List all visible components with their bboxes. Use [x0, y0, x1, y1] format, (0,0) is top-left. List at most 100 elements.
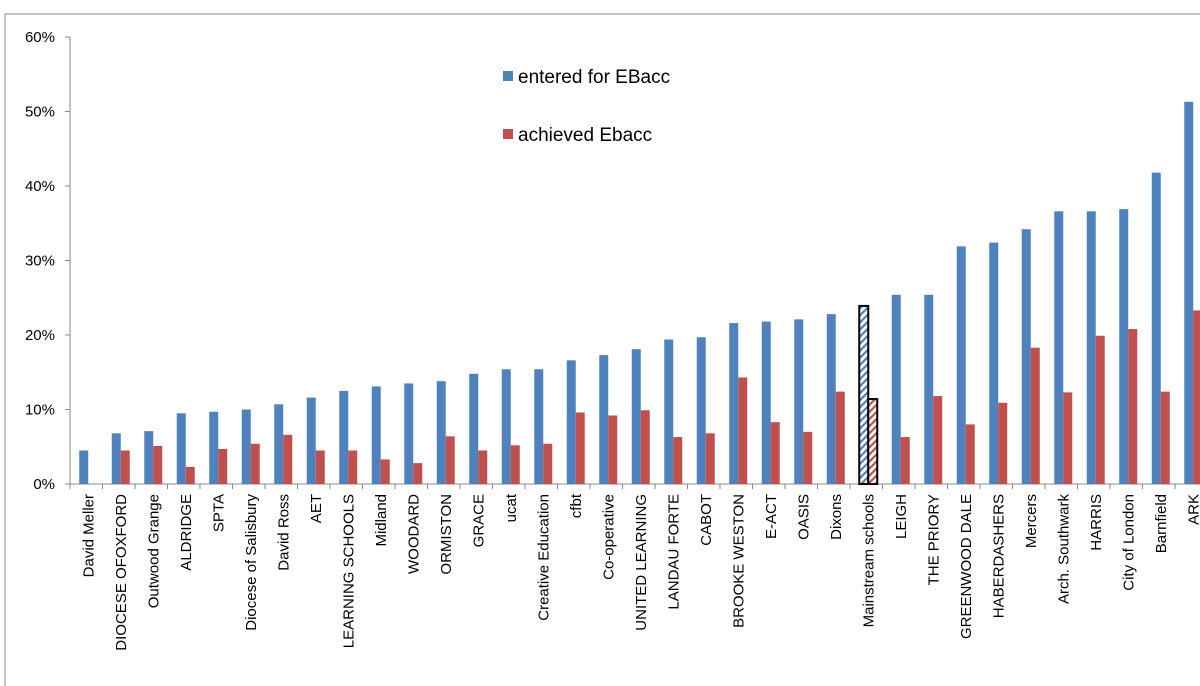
- bar: [599, 355, 609, 484]
- bar: [1030, 347, 1040, 484]
- x-tick-label: Outwood Grange: [145, 494, 162, 608]
- bar: [339, 390, 349, 484]
- legend-label: achieved Ebacc: [518, 125, 652, 146]
- x-tick-label: City of London: [1120, 494, 1137, 591]
- bar: [241, 409, 251, 484]
- bar: [501, 369, 511, 484]
- legend-swatch: [503, 71, 513, 81]
- bar: [924, 294, 934, 484]
- bar: [608, 415, 618, 484]
- x-tick-label: SPTA: [210, 494, 227, 532]
- bar: [858, 304, 870, 485]
- x-tick-label: ARK: [1185, 494, 1200, 525]
- bar: [1184, 101, 1194, 484]
- bar: [1086, 211, 1096, 484]
- bar: [209, 411, 219, 484]
- x-tick-label: LANDAU FORTE: [665, 494, 682, 610]
- x-tick-label: HARRIS: [1088, 494, 1105, 551]
- x-tick-label: David Meller: [80, 494, 97, 577]
- bar: [631, 349, 641, 484]
- bar: [315, 450, 325, 484]
- bar: [176, 413, 186, 484]
- x-tick-label: DIOCESE OFOXFORD: [113, 494, 130, 651]
- x-tick-label: Dixons: [828, 494, 845, 540]
- legend-label: entered for EBacc: [518, 67, 670, 88]
- x-tick-label: Creative Education: [535, 494, 552, 621]
- bar: [306, 397, 316, 484]
- bar: [770, 422, 780, 484]
- y-tick-label: 40%: [25, 178, 55, 195]
- bar: [1054, 211, 1064, 484]
- y-tick-label: 0%: [33, 476, 55, 493]
- bar: [274, 404, 284, 484]
- bar: [1095, 335, 1105, 484]
- x-tick-label: Diocese of Salisbury: [243, 494, 260, 631]
- x-tick-label: GRACE: [470, 494, 487, 547]
- bar: [79, 450, 89, 484]
- x-tick-label: ucat: [503, 493, 520, 522]
- bar: [956, 246, 966, 484]
- bar: [575, 412, 585, 484]
- bar: [673, 437, 683, 484]
- bar: [1128, 329, 1138, 484]
- bar: [891, 294, 901, 484]
- bar: [998, 402, 1008, 484]
- y-tick-label: 60%: [25, 29, 55, 46]
- bar: [826, 314, 836, 484]
- bar: [1021, 229, 1031, 484]
- bar: [705, 433, 715, 484]
- bar: [640, 410, 650, 484]
- bar: [1151, 172, 1161, 484]
- bar: [185, 466, 195, 484]
- bar: [729, 323, 739, 484]
- x-tick-label: E-ACT: [763, 494, 780, 539]
- x-tick-label: Barnfield: [1153, 494, 1170, 553]
- bar: [404, 383, 414, 484]
- x-tick-label: Mercers: [1023, 494, 1040, 548]
- bar: [965, 424, 975, 484]
- bar: [1193, 310, 1200, 484]
- x-tick-label: UNITED LEARNING: [633, 494, 650, 631]
- x-tick-label: Arch. Southwark: [1055, 494, 1072, 605]
- bar: [1063, 392, 1073, 484]
- bar: [153, 446, 163, 484]
- bar: [1119, 209, 1129, 484]
- bar: [835, 391, 845, 484]
- bar: [761, 321, 771, 484]
- x-tick-label: CABOT: [698, 494, 715, 546]
- x-tick-label: GREENWOOD DALE: [958, 494, 975, 639]
- bar: [534, 369, 544, 484]
- bar: [989, 242, 999, 484]
- chart-border: [4, 13, 1200, 686]
- x-tick-label: ALDRIDGE: [178, 494, 195, 571]
- bar: [794, 319, 804, 484]
- bar: [469, 373, 479, 484]
- bar: [543, 443, 553, 484]
- y-tick-label: 50%: [25, 104, 55, 121]
- x-tick-label: THE PRIORY: [925, 494, 942, 585]
- bar: [510, 445, 520, 484]
- y-tick-label: 20%: [25, 327, 55, 344]
- x-tick-label: LEIGH: [893, 494, 910, 539]
- x-tick-label: Co-operative: [600, 494, 617, 580]
- bar: [144, 431, 154, 484]
- x-tick-label: LEARNING SCHOOLS: [340, 494, 357, 648]
- bar: [933, 396, 943, 484]
- x-tick-label: cfbt: [568, 493, 585, 518]
- x-tick-label: OASIS: [795, 494, 812, 540]
- x-tick-label: HABERDASHERS: [990, 494, 1007, 618]
- bar: [120, 450, 130, 484]
- bar: [111, 433, 121, 484]
- bar: [436, 381, 446, 484]
- bar: [348, 450, 358, 484]
- bar: [566, 360, 576, 484]
- legend-swatch: [503, 129, 513, 139]
- bar: [803, 431, 813, 484]
- bar: [478, 450, 488, 484]
- bar: [250, 443, 260, 484]
- bar: [445, 436, 455, 484]
- bar: [380, 459, 390, 484]
- bar: [664, 339, 674, 484]
- bar: [218, 448, 228, 484]
